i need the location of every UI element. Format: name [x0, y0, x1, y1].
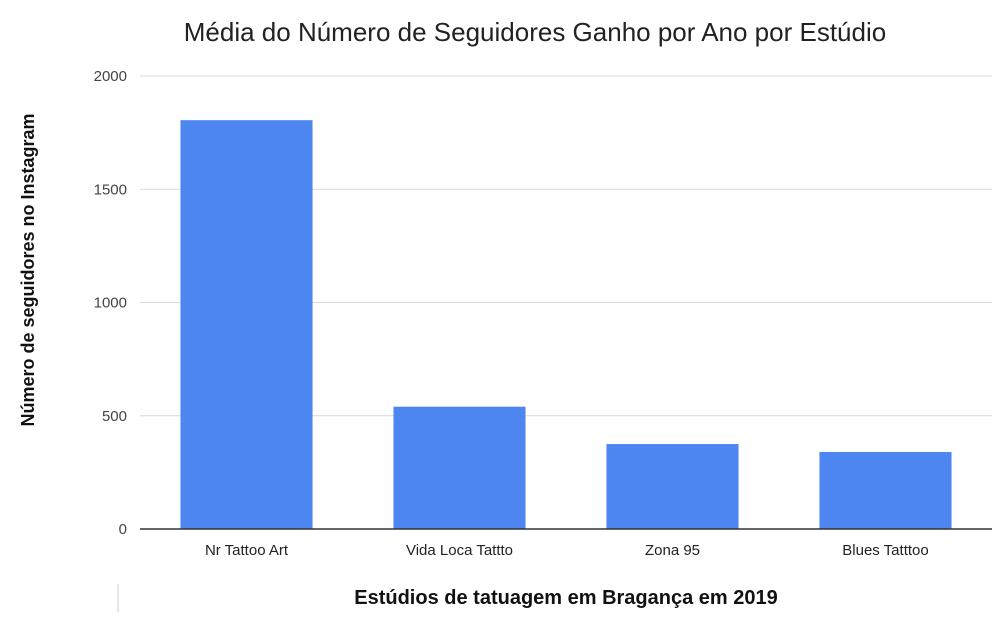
x-tick-label: Zona 95 — [645, 542, 700, 559]
bar — [606, 444, 739, 529]
y-tick-label: 1500 — [94, 181, 127, 198]
x-axis-ticks: Nr Tattoo Art Vida Loca Tattto Zona 95 Blue… — [205, 542, 929, 559]
x-tick-label: Nr Tattoo Art — [205, 542, 289, 559]
y-tick-label: 2000 — [94, 68, 127, 85]
chart-title: Média do Número de Seguidores Ganho por … — [184, 17, 886, 47]
y-axis-label: Número de seguidores no Instagram — [18, 113, 38, 426]
y-tick-label: 500 — [102, 408, 127, 425]
bars — [180, 120, 952, 529]
y-tick-label: 1000 — [94, 295, 127, 312]
x-axis-label: Estúdios de tatuagem em Bragança em 2019 — [354, 587, 778, 609]
bar — [819, 451, 952, 529]
bar — [393, 406, 526, 529]
x-tick-label: Blues Tatttoo — [842, 542, 928, 559]
bar — [180, 120, 313, 529]
x-tick-label: Vida Loca Tattto — [406, 542, 513, 559]
y-axis-ticks: 0 500 1000 1500 2000 — [94, 68, 127, 538]
y-tick-label: 0 — [119, 521, 127, 538]
